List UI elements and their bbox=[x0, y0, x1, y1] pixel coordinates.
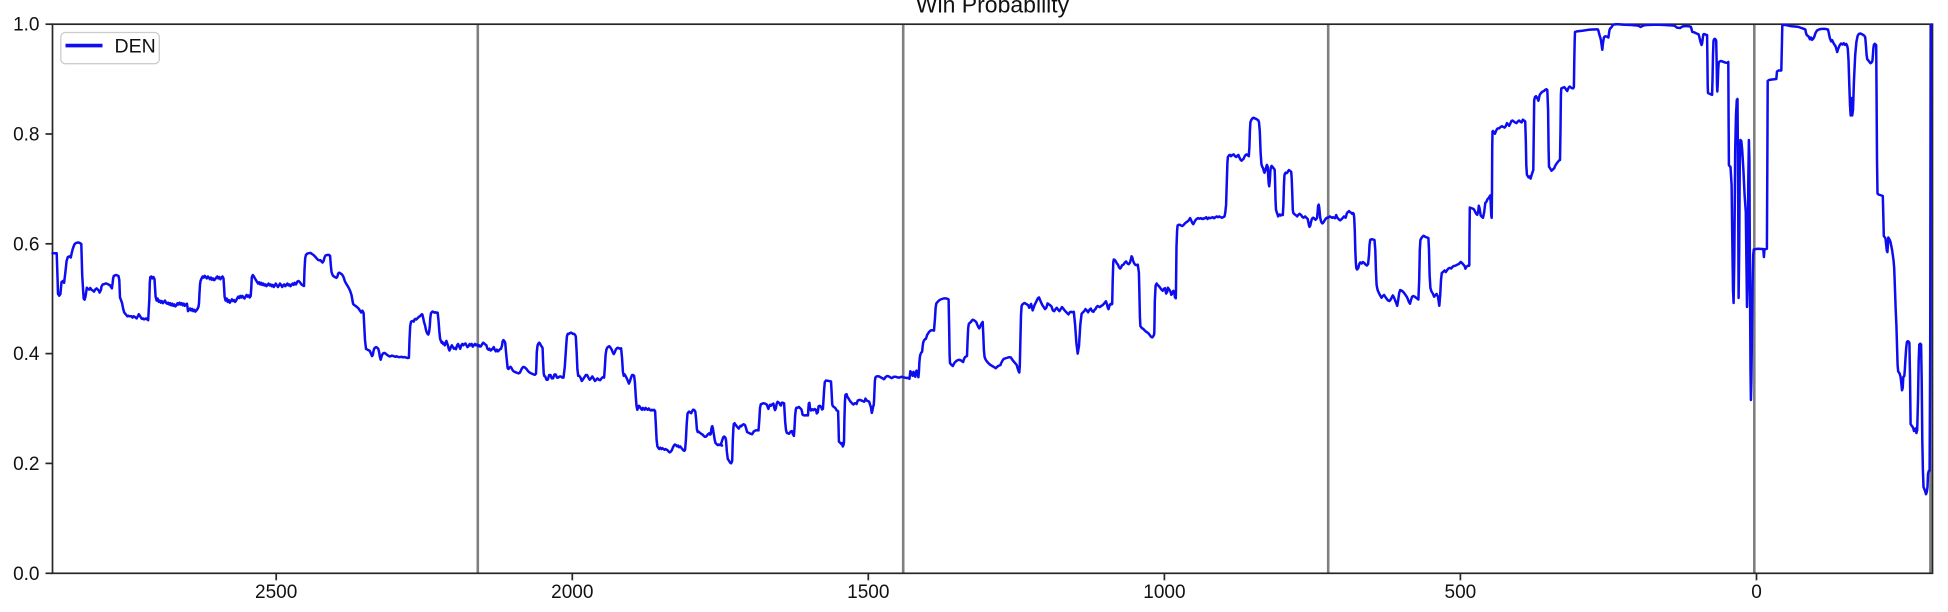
svg-text:500: 500 bbox=[1445, 582, 1477, 603]
svg-text:0.2: 0.2 bbox=[13, 454, 39, 475]
svg-text:Win Probability: Win Probability bbox=[916, 0, 1070, 18]
svg-text:1500: 1500 bbox=[847, 582, 889, 603]
svg-text:1000: 1000 bbox=[1143, 582, 1185, 603]
svg-text:0.6: 0.6 bbox=[13, 234, 39, 255]
svg-text:0: 0 bbox=[1751, 582, 1762, 603]
svg-text:0.4: 0.4 bbox=[13, 344, 40, 365]
svg-text:DEN: DEN bbox=[115, 36, 156, 58]
svg-text:0.8: 0.8 bbox=[13, 125, 39, 146]
svg-text:2000: 2000 bbox=[551, 582, 593, 603]
svg-text:0.0: 0.0 bbox=[13, 564, 39, 585]
svg-text:1.0: 1.0 bbox=[13, 15, 39, 36]
svg-text:2500: 2500 bbox=[255, 582, 297, 603]
